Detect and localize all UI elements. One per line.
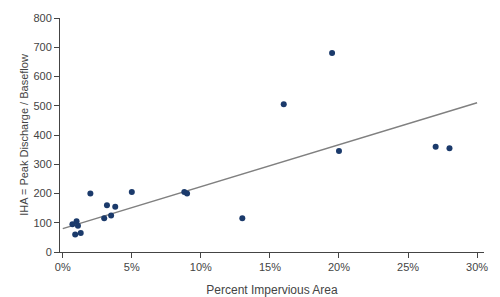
svg-text:300: 300 xyxy=(33,158,51,170)
svg-text:30%: 30% xyxy=(466,261,488,273)
svg-text:400: 400 xyxy=(33,129,51,141)
svg-text:IHA = Peak Discharge / Baseflo: IHA = Peak Discharge / Baseflow xyxy=(18,54,30,216)
svg-text:800: 800 xyxy=(33,12,51,24)
svg-text:25%: 25% xyxy=(397,261,419,273)
svg-text:700: 700 xyxy=(33,41,51,53)
svg-text:5%: 5% xyxy=(124,261,140,273)
svg-text:15%: 15% xyxy=(259,261,281,273)
svg-text:100: 100 xyxy=(33,217,51,229)
svg-text:10%: 10% xyxy=(190,261,212,273)
svg-text:500: 500 xyxy=(33,100,51,112)
svg-text:200: 200 xyxy=(33,187,51,199)
svg-text:0: 0 xyxy=(46,246,52,258)
svg-text:Percent Impervious Area: Percent Impervious Area xyxy=(206,283,338,297)
svg-text:20%: 20% xyxy=(328,261,350,273)
svg-text:600: 600 xyxy=(33,70,51,82)
svg-text:0%: 0% xyxy=(55,261,71,273)
